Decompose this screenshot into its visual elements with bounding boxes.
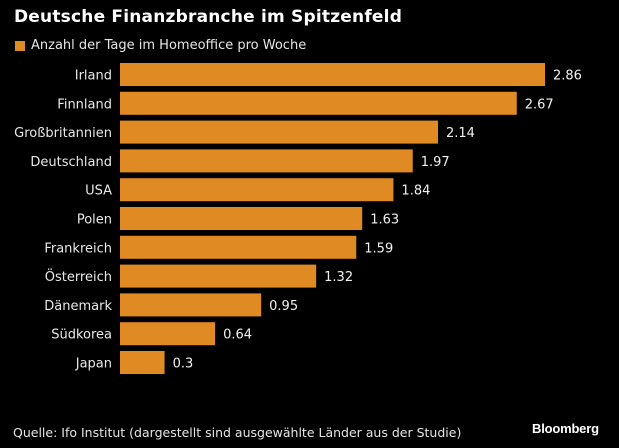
value-label: 1.59 [364,241,393,256]
value-label: 2.86 [553,69,582,84]
bar-usa [120,178,394,202]
bar-deutschland [120,149,413,173]
category-label: Südkorea [51,328,112,343]
category-label: Österreich [45,268,112,285]
bar-großbritannien [120,120,439,144]
bar-japan [120,351,165,374]
source-note: Quelle: Ifo Institut (dargestellt sind a… [13,425,462,440]
value-label: 0.3 [173,357,194,372]
category-label: Großbritannien [14,126,112,141]
chart-title: Deutsche Finanzbranche im Spitzenfeld [14,7,403,27]
value-label: 1.32 [324,270,353,285]
category-label: Polen [77,213,112,228]
value-label: 1.63 [370,213,399,228]
category-label: Dänemark [44,299,112,314]
value-label: 0.64 [223,328,252,343]
category-label: Deutschland [30,155,112,170]
category-label: Japan [75,357,112,372]
bar-österreich [120,264,317,288]
value-label: 1.84 [401,184,430,199]
value-label: 2.67 [525,97,554,112]
legend-label: Anzahl der Tage im Homeoffice pro Woche [31,38,307,53]
bar-südkorea [120,322,216,346]
bars-group: Irland 2.86 Finnland 2.67 Großbritannien 2.14… [14,63,582,374]
bloomberg-logo: Bloomberg [532,421,599,436]
category-label: Frankreich [44,241,112,256]
value-label: 0.95 [269,299,298,314]
bar-dänemark [120,293,262,317]
bar-frankreich [120,235,357,259]
category-label: USA [85,184,112,199]
bar-finnland [120,91,517,115]
value-label: 1.97 [421,155,450,170]
bar-irland [120,63,545,86]
legend-swatch [15,40,25,51]
category-label: Finnland [57,97,112,112]
legend: Anzahl der Tage im Homeoffice pro Woche [15,38,306,53]
bar-polen [120,207,363,230]
category-label: Irland [75,69,112,84]
value-label: 2.14 [446,126,475,141]
